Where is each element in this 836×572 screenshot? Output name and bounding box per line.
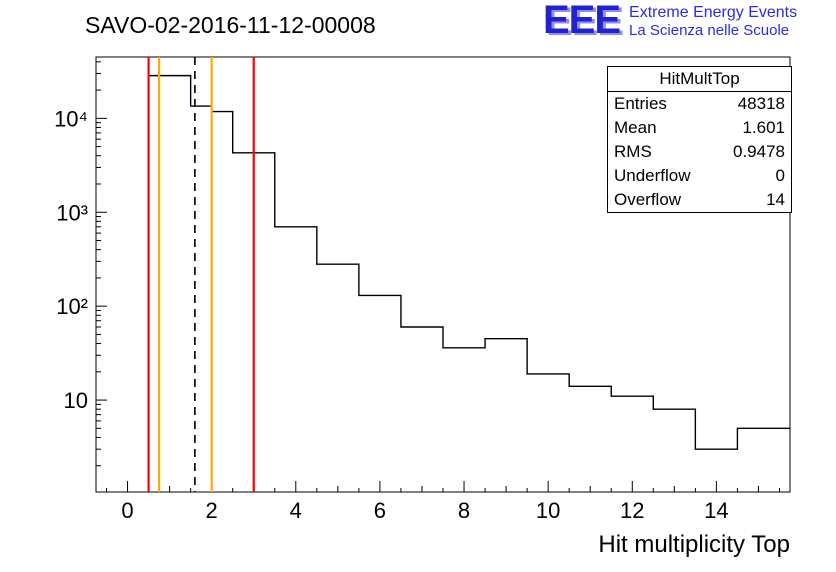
eee-logo-line2: La Scienza nelle Scuole	[629, 22, 790, 39]
eee-logo: EEE Extreme Energy Events La Scienza nel…	[543, 0, 797, 42]
y-tick-label: 10³	[56, 200, 88, 225]
x-tick-label: 12	[620, 498, 644, 523]
eee-logo-letters: EEE	[543, 0, 621, 42]
eee-logo-line1: Extreme Energy Events	[629, 4, 798, 21]
plot-title: SAVO-02-2016-11-12-00008	[85, 12, 376, 38]
y-tick-label: 10²	[56, 294, 88, 319]
x-tick-label: 4	[290, 498, 302, 523]
stats-row-overflow: Overflow 14	[608, 188, 791, 212]
y-tick-label: 10⁴	[54, 106, 88, 131]
x-tick-label: 0	[121, 498, 133, 523]
x-axis-title: Hit multiplicity Top	[598, 531, 790, 558]
stats-label: Entries	[614, 94, 667, 113]
stats-row-mean: Mean 1.601	[608, 116, 791, 140]
stats-label: Mean	[614, 118, 657, 137]
stats-box-title: HitMultTop	[608, 67, 791, 92]
stats-value: 1.601	[742, 118, 785, 137]
stats-value: 0	[775, 166, 785, 185]
histogram-line	[147, 74, 790, 492]
eee-logo-text: Extreme Energy Events La Scienza nelle S…	[629, 2, 797, 39]
stats-value: 14	[766, 190, 785, 209]
x-tick-label: 10	[536, 498, 560, 523]
stats-value: 0.9478	[733, 142, 785, 161]
stats-row-entries: Entries 48318	[608, 92, 791, 116]
stats-value: 48318	[737, 94, 785, 113]
x-tick-label: 6	[374, 498, 386, 523]
stats-label: Underflow	[614, 166, 691, 185]
stats-label: RMS	[614, 142, 652, 161]
y-tick-label: 10	[64, 388, 88, 413]
stats-row-underflow: Underflow 0	[608, 164, 791, 188]
stats-box: HitMultTop Entries 48318 Mean 1.601 RMS …	[607, 66, 792, 213]
x-tick-label: 2	[206, 498, 218, 523]
x-tick-label: 14	[704, 498, 728, 523]
x-tick-label: 8	[458, 498, 470, 523]
stats-label: Overflow	[614, 190, 682, 209]
stats-row-rms: RMS 0.9478	[608, 140, 791, 164]
